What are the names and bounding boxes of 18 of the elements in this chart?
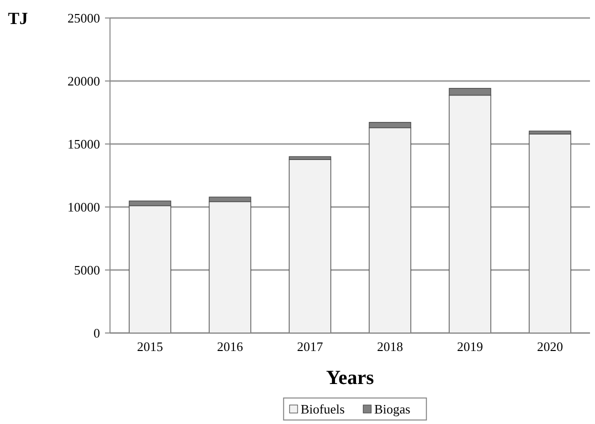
y-tick-label: 20000	[68, 74, 100, 89]
x-tick-label: 2015	[137, 339, 163, 354]
y-tick-label: 10000	[68, 200, 100, 215]
y-axis-title: TJ	[8, 9, 28, 28]
legend-label: Biofuels	[300, 402, 345, 416]
x-tick-label: 2016	[217, 339, 244, 354]
y-tick-label: 15000	[68, 136, 100, 152]
x-axis-title: Years	[326, 367, 374, 389]
x-tick-label: 2019	[457, 339, 483, 354]
bar	[528, 134, 572, 334]
x-tick-label: 2018	[377, 339, 403, 354]
bar	[288, 159, 332, 334]
y-tick-label: 0	[94, 326, 100, 341]
y-tick-label: 5000	[74, 262, 100, 278]
legend-label: Biogas	[374, 402, 410, 416]
y-tick-label: 25000	[68, 10, 100, 26]
x-tick-label: 2017	[297, 339, 324, 354]
x-tick-label: 2020	[537, 339, 563, 354]
